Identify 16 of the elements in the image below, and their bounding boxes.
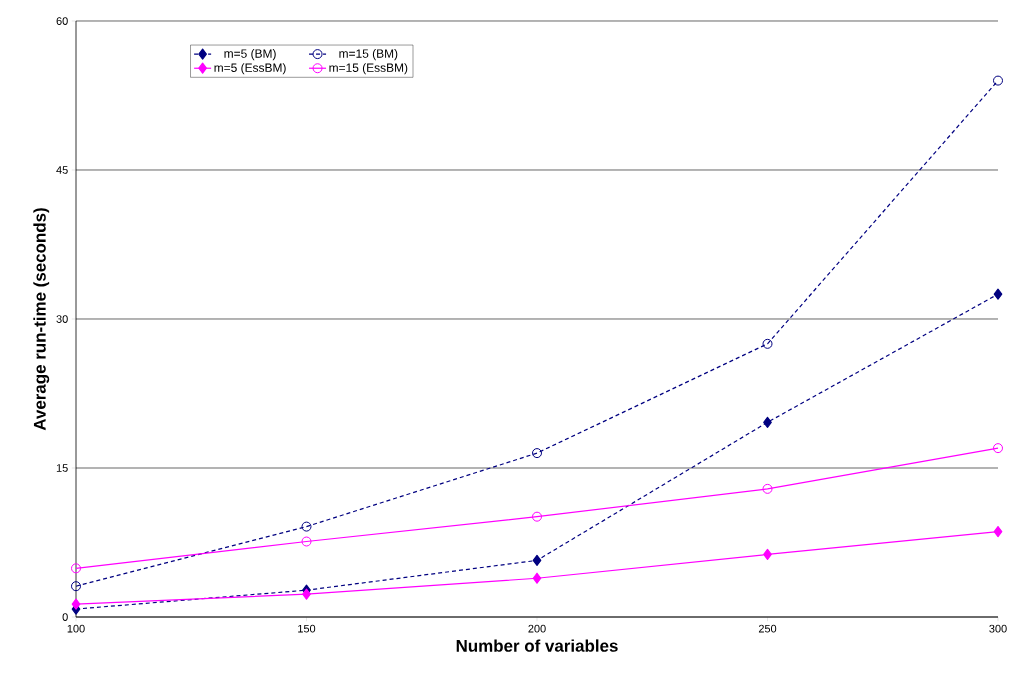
x-axis-title: Number of variables [456, 639, 618, 652]
x-tick-label: 200 [528, 624, 546, 633]
x-tick-label: 150 [298, 624, 316, 633]
legend-label: m=5 (BM) [224, 49, 276, 61]
x-tick-label: 250 [758, 624, 777, 633]
legend-label: m=15 (BM) [339, 49, 398, 61]
y-tick-label: 60 [56, 17, 68, 25]
y-tick-label: 15 [56, 464, 68, 472]
legend-label: m=15 (EssBM) [329, 63, 408, 75]
y-tick-label: 45 [56, 166, 68, 174]
y-tick-label: 30 [56, 315, 68, 323]
y-axis-title: Average run-time (seconds) [33, 208, 50, 431]
x-tick-label: 300 [989, 624, 1007, 633]
legend-label: m=5 (EssBM) [214, 63, 286, 75]
x-tick-label: 100 [67, 624, 85, 633]
y-tick-label: 0 [62, 613, 68, 621]
